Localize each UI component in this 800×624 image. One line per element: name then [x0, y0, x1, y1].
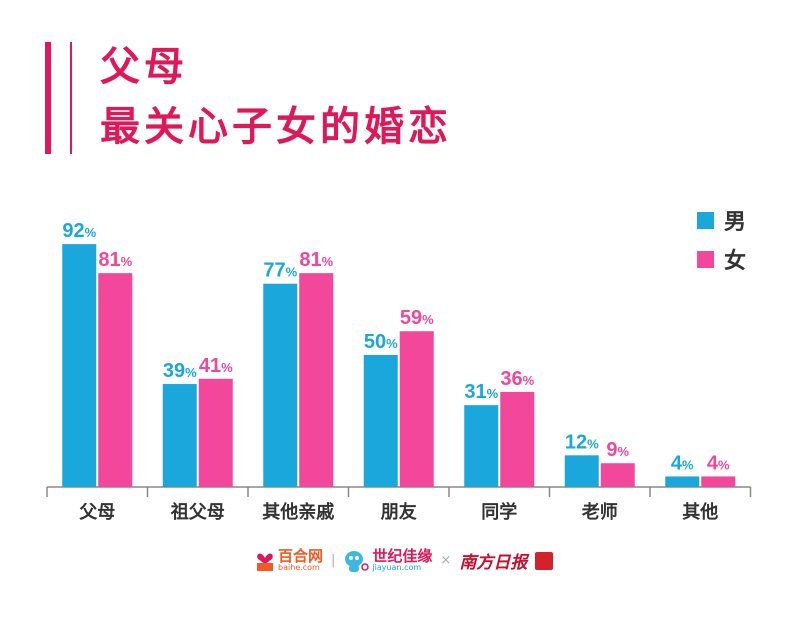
- bar-male: [464, 405, 499, 487]
- title-line-2: 最关心子女的婚恋: [100, 104, 452, 150]
- bar-male: [162, 384, 197, 487]
- bar-female: [701, 476, 736, 487]
- data-label: 50%: [364, 331, 398, 353]
- bar-female: [399, 331, 434, 487]
- category-label: 同学: [481, 501, 517, 523]
- category-label: 父母: [79, 502, 115, 523]
- nanfang-seal-icon: [535, 551, 554, 570]
- data-label: 59%: [400, 307, 434, 329]
- bar-male: [564, 455, 599, 487]
- title-accent-line: [70, 42, 72, 154]
- data-label: 92%: [62, 220, 96, 242]
- bar-female: [500, 391, 535, 487]
- data-label: 31%: [464, 381, 498, 403]
- footer-logos: 百合网 baihe.com | 世纪佳缘 jiayuan.com × 南方日报: [255, 548, 554, 573]
- cross-separator: ×: [440, 553, 452, 568]
- baihe-logo: 百合网 baihe.com: [255, 549, 323, 572]
- bar-female: [198, 378, 233, 487]
- bar-female: [98, 273, 133, 487]
- bar-male: [363, 355, 398, 487]
- category-label: 老师: [582, 501, 618, 523]
- legend-label: 女: [724, 248, 746, 274]
- baihe-logo-text: 百合网: [278, 547, 324, 565]
- data-label: 36%: [500, 368, 534, 390]
- title-line-1: 父母: [100, 44, 188, 90]
- data-label: 9%: [606, 439, 629, 461]
- data-label: 4%: [707, 452, 730, 474]
- nanfang-daily-logo: 南方日报: [459, 553, 528, 573]
- title-accent-bar: [45, 42, 51, 154]
- legend-swatch: [697, 251, 714, 268]
- data-label: 81%: [98, 249, 132, 271]
- baihe-logo-url: baihe.com: [278, 563, 320, 572]
- baihe-heart-icon: [257, 552, 273, 571]
- footer-divider: |: [331, 553, 336, 568]
- jiayuan-mascot-icon: [345, 550, 370, 572]
- category-label: 祖父母: [170, 501, 225, 523]
- legend-swatch: [697, 212, 714, 229]
- bar-female: [299, 273, 334, 487]
- jiayuan-logo: 世纪佳缘 jiayuan.com: [343, 549, 432, 573]
- data-label: 39%: [163, 360, 197, 382]
- jiayuan-logo-url: jiayuan.com: [372, 563, 422, 572]
- data-label: 12%: [565, 431, 599, 453]
- bar-male: [62, 244, 97, 487]
- data-label: 81%: [299, 249, 333, 271]
- bar-male: [665, 476, 700, 487]
- bar-male: [263, 283, 298, 487]
- data-label: 77%: [263, 260, 297, 282]
- bar-female: [600, 463, 635, 487]
- legend-label: 男: [724, 210, 746, 235]
- jiayuan-logo-text: 世纪佳缘: [372, 547, 433, 565]
- data-label: 4%: [671, 452, 694, 474]
- category-label: 其他: [682, 501, 718, 523]
- category-label: 朋友: [381, 501, 417, 523]
- category-label: 其他亲戚: [262, 501, 334, 523]
- data-label: 41%: [199, 355, 233, 377]
